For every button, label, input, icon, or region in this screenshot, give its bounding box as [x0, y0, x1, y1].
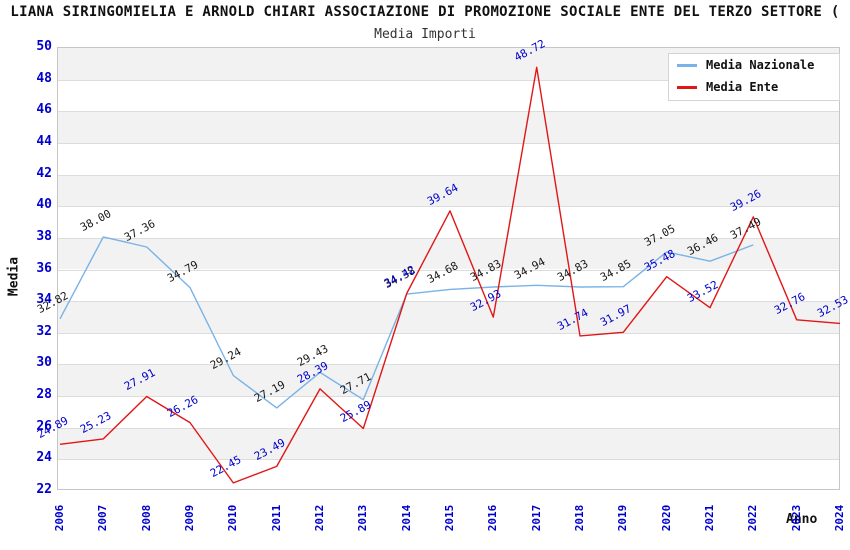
gridline — [58, 301, 839, 303]
y-tick-label: 32 — [36, 323, 52, 339]
legend-label: Media Nazionale — [706, 58, 815, 72]
line-swatch-blue-icon — [677, 63, 697, 67]
x-tick-label: 2022 — [746, 504, 760, 532]
gridline — [58, 364, 839, 366]
x-tick-label: 2015 — [443, 504, 456, 532]
x-tick-label: 2023 — [789, 504, 803, 532]
x-tick-label: 2012 — [313, 504, 326, 532]
y-tick-label: 50 — [36, 39, 52, 54]
plot-band — [58, 427, 839, 460]
plot-band — [58, 174, 839, 207]
plot-area — [57, 47, 840, 490]
series-line-media-ente — [59, 66, 841, 484]
x-tick-label: 2010 — [226, 504, 240, 532]
x-tick-label: 2024 — [833, 504, 846, 532]
x-tick-label: 2013 — [356, 504, 370, 532]
gridline — [58, 142, 839, 144]
plot-band — [58, 111, 839, 143]
x-tick-label: 2018 — [573, 504, 586, 532]
line-swatch-red-icon — [677, 85, 697, 89]
legend-entry-nazionale: Media Nazionale — [669, 54, 839, 76]
gridline — [58, 459, 839, 461]
y-tick-label: 44 — [36, 133, 52, 149]
x-tick-label: 2021 — [703, 504, 716, 532]
legend-entry-ente: Media Ente — [669, 76, 839, 98]
gridline — [58, 332, 839, 334]
y-tick-label: 38 — [36, 228, 52, 244]
x-tick-label: 2011 — [269, 504, 283, 532]
y-tick-label: 42 — [36, 165, 52, 181]
gridline — [58, 237, 839, 239]
x-axis-title: Anno — [786, 512, 818, 527]
y-tick-label: 22 — [36, 482, 52, 497]
x-tick-label: 2020 — [659, 504, 673, 532]
x-tick-label: 2009 — [183, 504, 196, 532]
x-tick-label: 2007 — [96, 504, 110, 532]
y-tick-label: 34 — [36, 292, 52, 308]
chart-title: LIANA SIRINGOMIELIA E ARNOLD CHIARI ASSO… — [10, 4, 840, 20]
y-tick-label: 40 — [36, 197, 52, 213]
gridline — [58, 111, 839, 113]
x-tick-label: 2019 — [616, 504, 630, 532]
plot-band — [58, 237, 839, 270]
x-tick-label: 2016 — [486, 504, 500, 532]
y-tick-label: 28 — [36, 387, 52, 403]
x-tick-label: 2006 — [53, 504, 66, 532]
y-tick-label: 46 — [36, 102, 52, 118]
gridline — [58, 427, 839, 429]
gridline — [58, 269, 839, 271]
plot-band — [58, 364, 839, 397]
y-tick-label: 30 — [36, 355, 52, 371]
y-tick-label: 48 — [36, 70, 52, 86]
y-tick-label: 24 — [36, 450, 52, 466]
gridline — [58, 79, 839, 81]
chart-subtitle: Media Importi — [374, 27, 476, 42]
legend-label: Media Ente — [706, 80, 779, 94]
x-tick-label: 2017 — [529, 504, 543, 532]
y-tick-label: 26 — [36, 418, 52, 434]
y-tick-label: 36 — [36, 260, 52, 276]
gridline — [58, 206, 839, 208]
x-tick-label: 2014 — [399, 504, 413, 532]
legend: Media Nazionale Media Ente — [668, 53, 840, 101]
x-tick-label: 2008 — [139, 504, 153, 532]
gridline — [58, 174, 839, 176]
gridline — [58, 396, 839, 398]
